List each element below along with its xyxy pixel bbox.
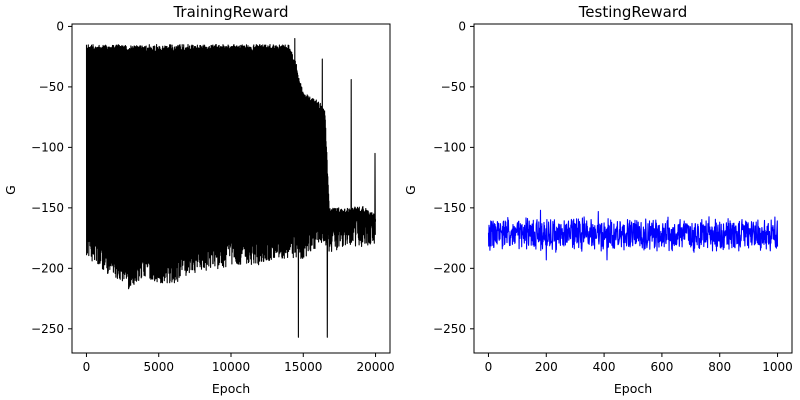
- testing-reward-chart: TestingReward Epoch G 0 200 400 600 800 10000…: [403, 3, 793, 396]
- x-axis-label: Epoch: [212, 381, 250, 396]
- x-tick-label: 0: [83, 360, 91, 374]
- data-marks: [487, 209, 779, 261]
- chart-title: TestingReward: [578, 3, 688, 21]
- y-tick-label: −150: [31, 201, 64, 215]
- y-tick-label: −250: [31, 322, 64, 336]
- y-tick-label: 0: [56, 19, 64, 33]
- chart-title: TrainingReward: [172, 3, 288, 21]
- axis-ticks: 0 5000 10000 15000 20000 0 −50 −100 −150 −200 −250: [31, 19, 395, 374]
- x-tick-label: 20000: [356, 360, 394, 374]
- y-tick-label: −50: [39, 80, 64, 94]
- x-tick-label: 800: [708, 360, 731, 374]
- axis-ticks: 0 200 400 600 800 1000 0 −50 −100 −150 −200 −250: [433, 19, 793, 374]
- x-tick-label: 5000: [143, 360, 174, 374]
- x-tick-label: 0: [485, 360, 493, 374]
- x-tick-label: 600: [650, 360, 673, 374]
- x-tick-label: 1000: [762, 360, 793, 374]
- y-axis-label: G: [403, 185, 418, 195]
- y-tick-label: −250: [433, 322, 466, 336]
- x-tick-label: 200: [535, 360, 558, 374]
- x-tick-label: 10000: [212, 360, 250, 374]
- x-tick-label: 15000: [284, 360, 322, 374]
- y-tick-label: 0: [458, 19, 466, 33]
- y-tick-label: −100: [31, 140, 64, 154]
- y-tick-label: −150: [433, 201, 466, 215]
- y-axis-label: G: [3, 185, 18, 195]
- plot-frame: [71, 23, 391, 354]
- y-tick-label: −200: [31, 261, 64, 275]
- y-tick-label: −100: [433, 140, 466, 154]
- y-tick-label: −200: [433, 261, 466, 275]
- x-tick-label: 400: [593, 360, 616, 374]
- series-line: [85, 37, 377, 338]
- x-axis-label: Epoch: [614, 381, 652, 396]
- plot-frame: [473, 23, 793, 354]
- training-reward-chart: TrainingReward Epoch G 0 5000 10000 15000 20…: [3, 3, 395, 396]
- series-line: [487, 209, 779, 261]
- y-tick-label: −50: [441, 80, 466, 94]
- data-marks: [85, 37, 377, 338]
